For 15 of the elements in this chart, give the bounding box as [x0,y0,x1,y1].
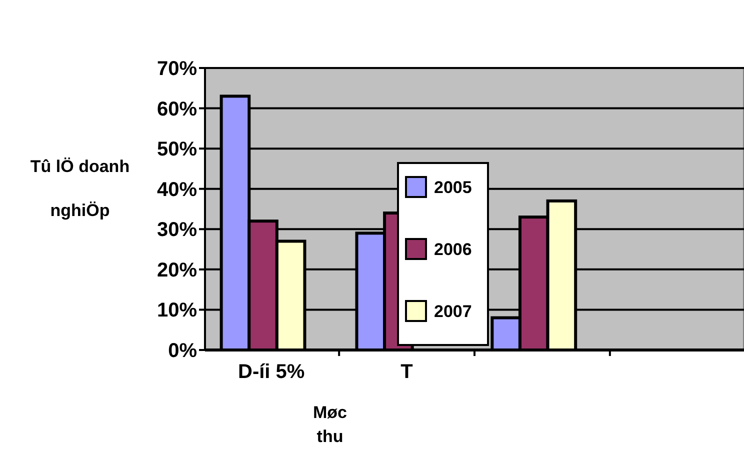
y-tick-label: 70% [156,58,198,80]
x-axis-title: Møc thu [313,403,347,446]
legend-label: 2007 [434,302,472,321]
legend-label: 2006 [434,240,472,259]
y-tick-label: 10% [156,300,198,322]
y-tick-label: 60% [156,98,198,120]
y-tick-label: 0% [168,340,198,362]
x-tick-label: D-íi 5% [238,361,305,383]
x-tick-label: T [400,361,413,383]
y-tick-label: 30% [156,219,198,242]
text: Tû lÖ doanh nghiÖp [30,157,130,220]
legend-label: 2005 [434,178,472,197]
y-tick-label: 40% [156,178,198,201]
y-tick-label: 50% [156,138,198,161]
y-tick-label: 20% [156,259,198,282]
